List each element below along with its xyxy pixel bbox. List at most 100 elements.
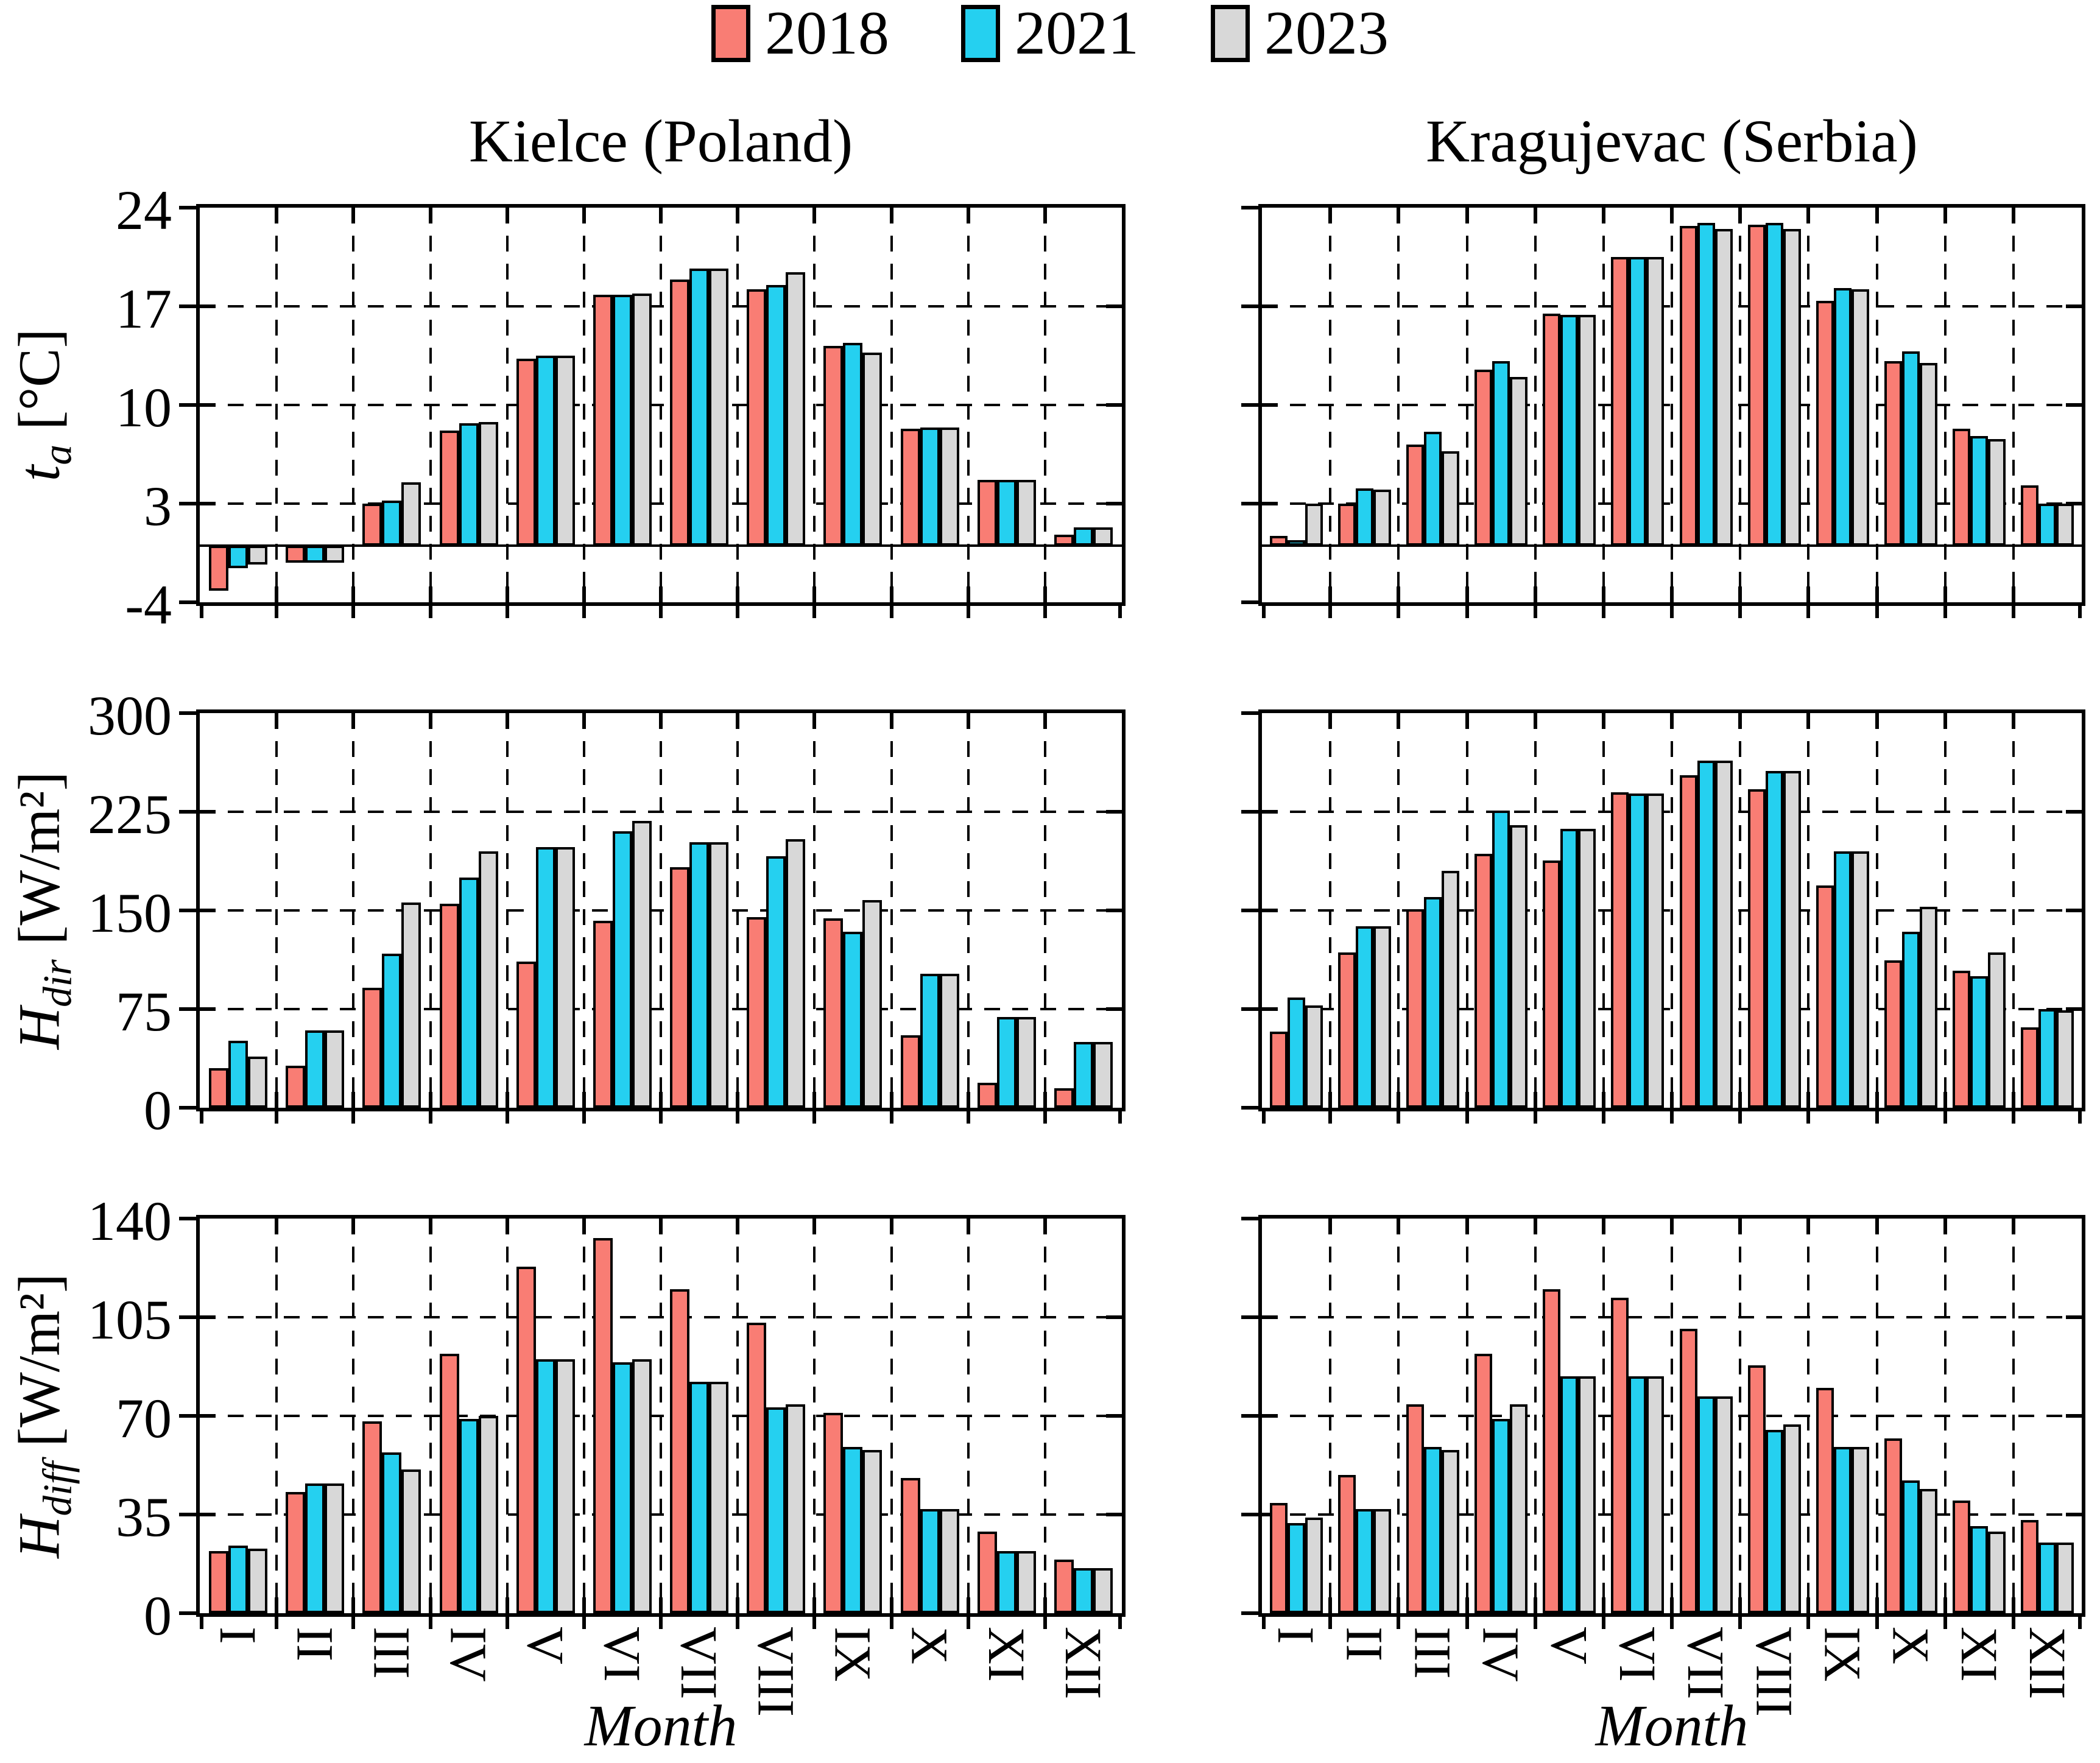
- tick-left-10: [1262, 403, 1278, 407]
- bar-2018-VII: [670, 867, 690, 1108]
- tick-top-9: [1875, 713, 1879, 729]
- bar-2018-II: [286, 1491, 306, 1613]
- tick-bottom-6: [1670, 1092, 1674, 1108]
- tick-top-11: [1043, 713, 1047, 729]
- bar-2021-XI: [996, 479, 1017, 546]
- bar-2018-II: [1337, 1475, 1356, 1613]
- gridline-x-4: [1534, 208, 1537, 602]
- bar-2018-X: [1884, 960, 1903, 1108]
- bar-2023-III: [1441, 1449, 1459, 1613]
- tick-out-left-140: [1241, 1217, 1258, 1220]
- gridline-x-8: [1807, 713, 1810, 1108]
- gridline-x-10: [967, 1219, 970, 1613]
- bar-2021-I: [228, 1545, 248, 1613]
- tick-out-bottom-7: [1738, 1108, 1742, 1124]
- gridline-x-5: [1602, 208, 1605, 602]
- bar-2021-XI: [1970, 976, 1989, 1108]
- tick-out-left-225: [179, 810, 196, 814]
- legend-item-2023: 2023: [1211, 2, 1389, 65]
- gridline-x-7: [736, 208, 739, 602]
- tick-out-left-3: [1241, 502, 1258, 505]
- bar-2021-V: [1560, 1376, 1579, 1613]
- bar-2021-X: [920, 428, 940, 546]
- xtick-label-XI-col0: XI: [977, 1627, 1036, 1682]
- tick-left-105: [1262, 1315, 1278, 1319]
- tick-out-bottom-12: [2078, 1108, 2082, 1124]
- tick-top-2: [351, 713, 356, 729]
- tick-top-2: [1397, 713, 1401, 729]
- bar-2021-V: [1560, 829, 1579, 1108]
- gridline-x-5: [582, 1219, 585, 1613]
- tick-right-70: [2066, 1414, 2082, 1418]
- ytick-label-0: 0: [144, 1585, 172, 1647]
- bar-2021-XI: [1970, 435, 1989, 546]
- tick-top-2: [1397, 208, 1401, 223]
- tick-out-bottom-3: [428, 602, 432, 618]
- tick-out-bottom-1: [1328, 1108, 1333, 1124]
- xtick-label-VIII-col0: VIII: [747, 1627, 806, 1717]
- ytick-label-3: 3: [144, 475, 172, 537]
- bar-2018-VIII: [1747, 789, 1766, 1108]
- bar-2023-XII: [2056, 504, 2074, 546]
- gridline-x-8: [813, 208, 816, 602]
- gridline-x-5: [582, 713, 585, 1108]
- bar-2018-VIII: [1747, 1365, 1766, 1613]
- y-axis-label-hdir-kielce: Hdir [W/m²]: [6, 771, 80, 1050]
- bar-2018-III: [1406, 1404, 1424, 1613]
- tick-out-bottom-9: [889, 1108, 893, 1124]
- bar-2018-II: [286, 546, 306, 563]
- bar-2018-XII: [2021, 485, 2039, 546]
- gridline-x-2: [1397, 713, 1400, 1108]
- tick-right-70: [1106, 1414, 1122, 1418]
- bar-2021-IV: [459, 423, 479, 546]
- gridline-x-11: [2012, 713, 2015, 1108]
- plot-hdir-kragujevac: [1241, 709, 2085, 1124]
- gridline-x-3: [429, 713, 432, 1108]
- bar-2018-II: [1337, 504, 1356, 546]
- tick-top-8: [812, 1219, 817, 1234]
- tick-out-bottom-8: [1806, 602, 1811, 618]
- tick-top-1: [275, 1219, 279, 1234]
- tick-out-bottom-0: [1262, 1108, 1266, 1124]
- tick-right-150: [1106, 909, 1122, 912]
- bar-2021-I: [1287, 1522, 1305, 1613]
- bar-2023-V: [1578, 314, 1596, 546]
- tick-top-3: [1465, 713, 1469, 729]
- gridline-x-1: [275, 713, 278, 1108]
- tick-right-150: [2066, 909, 2082, 912]
- tick-out-bottom-6: [659, 1108, 663, 1124]
- tick-out-left-10: [1241, 403, 1258, 407]
- tick-bottom-3: [1465, 1597, 1469, 1613]
- legend-label-2021: 2021: [1015, 0, 1139, 68]
- tick-bottom-3: [428, 1092, 432, 1108]
- tick-top-3: [428, 713, 432, 729]
- tick-top-3: [1465, 1219, 1469, 1234]
- ytick-label-150: 150: [88, 882, 172, 944]
- bar-2023-VI: [632, 294, 652, 546]
- tick-top-2: [1397, 1219, 1401, 1234]
- gridline-x-5: [1602, 713, 1605, 1108]
- tick-top-9: [1875, 208, 1879, 223]
- bar-2018-III: [1406, 444, 1424, 546]
- bar-2018-XI: [1953, 1500, 1971, 1613]
- bar-2023-X: [939, 1508, 959, 1613]
- bar-2023-XI: [1988, 438, 2006, 546]
- tick-out-bottom-8: [812, 1108, 817, 1124]
- tick-bottom-5: [582, 586, 586, 602]
- tick-bottom-11: [2011, 1092, 2015, 1108]
- tick-right-17: [1106, 304, 1122, 308]
- bar-2021-IX: [843, 1446, 863, 1613]
- tick-out-bottom-6: [1670, 1613, 1674, 1629]
- gridline-x-4: [506, 208, 509, 602]
- bar-2018-XII: [1054, 1560, 1074, 1613]
- bar-2023-XI: [1016, 479, 1036, 546]
- bar-2021-V: [1560, 314, 1579, 546]
- gridline-x-2: [352, 1219, 355, 1613]
- column-title-1: Kragujevac (Serbia): [1426, 107, 1918, 175]
- legend-swatch-2018: [711, 5, 750, 62]
- tick-left-3: [200, 502, 216, 505]
- bar-2023-VII: [709, 268, 729, 546]
- tick-out-bottom-4: [1533, 1108, 1537, 1124]
- bar-2021-III: [1423, 897, 1442, 1108]
- tick-out-bottom-1: [275, 1613, 279, 1629]
